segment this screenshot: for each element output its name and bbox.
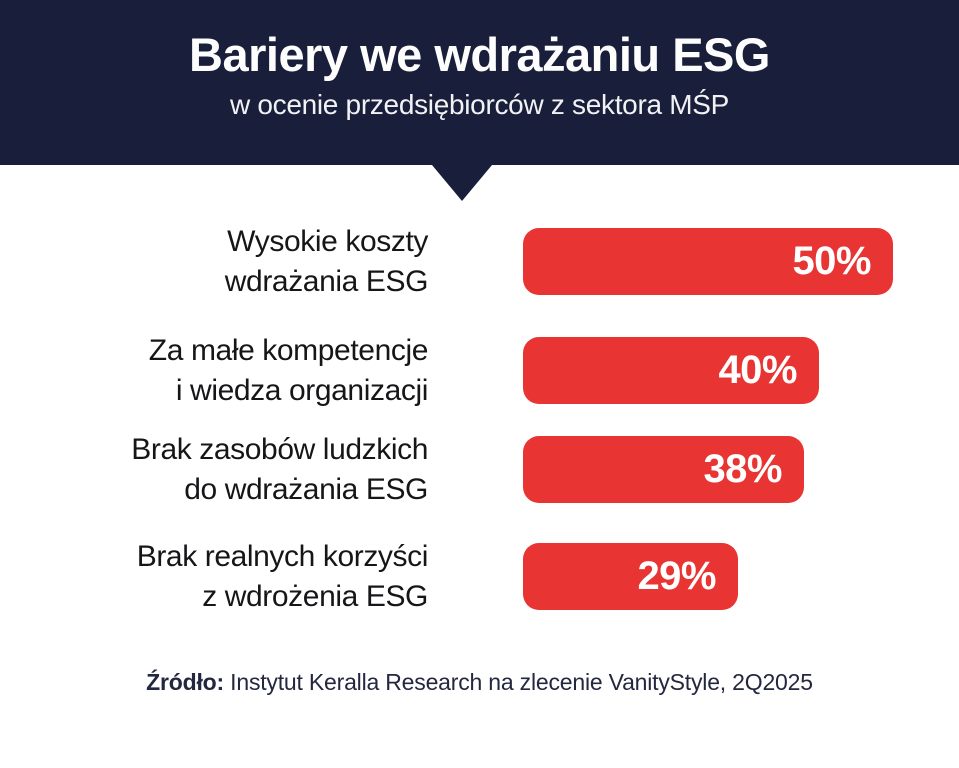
bar-value: 50% (792, 239, 871, 283)
bar-label-line: do wdrażania ESG (184, 472, 428, 506)
bar-value: 40% (718, 348, 797, 392)
chart-row: Brak zasobów ludzkich do wdrażania ESG 3… (0, 433, 959, 506)
bar-label-line: wdrażania ESG (224, 264, 429, 298)
chart-row: Wysokie koszty wdrażania ESG 50% (0, 225, 959, 298)
bar: 38% (523, 436, 804, 503)
chart-row: Brak realnych korzyści z wdrożenia ESG 2… (0, 540, 959, 613)
page-subtitle: w ocenie przedsiębiorców z sektora MŚP (229, 89, 730, 121)
page-title: Bariery we wdrażaniu ESG (189, 28, 770, 81)
bar-label-line: Brak realnych korzyści (136, 539, 429, 573)
bar-label: Za małe kompetencje i wiedza organizacji (148, 331, 429, 411)
bar-label-line: z wdrożenia ESG (202, 579, 428, 613)
bar-value: 29% (637, 554, 716, 598)
source-note: Źródło: Instytut Keralla Research na zle… (0, 669, 959, 696)
chart-row: Za małe kompetencje i wiedza organizacji… (0, 334, 959, 407)
header-banner: Bariery we wdrażaniu ESG w ocenie przeds… (0, 0, 959, 165)
bar-label: Brak zasobów ludzkich do wdrażania ESG (131, 430, 428, 510)
source-label: Źródło: (146, 669, 224, 695)
bar: 40% (523, 337, 819, 404)
bar-label-line: Wysokie koszty (227, 224, 428, 258)
bar-label-line: Za małe kompetencje (148, 333, 429, 367)
bar-label-line: i wiedza organizacji (175, 373, 429, 407)
header-pointer-triangle (432, 165, 492, 201)
source-text: Instytut Keralla Research na zlecenie Va… (223, 669, 813, 695)
bar: 29% (523, 543, 738, 610)
bar-label: Brak realnych korzyści z wdrożenia ESG (136, 537, 429, 617)
bar-label-line: Brak zasobów ludzkich (131, 432, 428, 466)
bar: 50% (523, 228, 893, 295)
bar-label: Wysokie koszty wdrażania ESG (224, 222, 429, 302)
bar-value: 38% (703, 447, 782, 491)
